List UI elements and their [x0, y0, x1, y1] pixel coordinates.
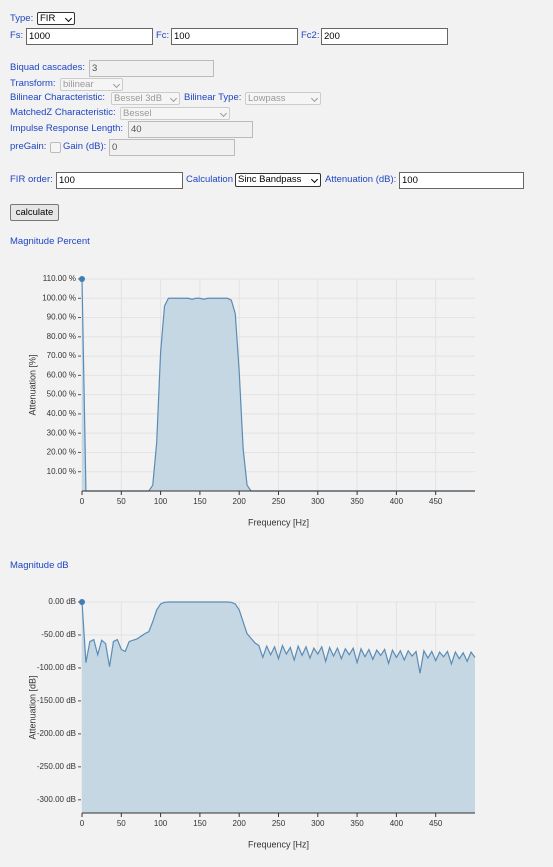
y-tick-label: -200.00 dB — [37, 729, 76, 738]
x-tick-label: 50 — [117, 819, 126, 828]
chart-title: Magnitude dB — [10, 560, 69, 571]
label: Biquad cascades: — [10, 62, 85, 73]
input[interactable]: 100 — [399, 172, 524, 189]
y-axis-label: Attenuation [dB] — [27, 675, 37, 739]
y-tick-label: 40.00 % — [47, 409, 76, 418]
select: bilinear — [60, 78, 123, 91]
x-tick-label: 350 — [350, 497, 364, 506]
checkbox[interactable] — [50, 142, 61, 153]
y-tick-label: -50.00 dB — [41, 630, 76, 639]
x-tick-label: 0 — [80, 497, 85, 506]
y-tick-label: 20.00 % — [47, 448, 76, 457]
x-tick-label: 250 — [272, 497, 286, 506]
label: Fc2: — [301, 30, 320, 41]
y-tick-label: 70.00 % — [47, 351, 76, 360]
y-tick-label: -100.00 dB — [37, 663, 76, 672]
input[interactable]: 100 — [171, 28, 298, 45]
y-tick-label: 100.00 % — [42, 293, 76, 302]
x-tick-label: 150 — [193, 819, 207, 828]
select[interactable]: FIR — [37, 12, 75, 25]
point-marker — [79, 276, 85, 282]
x-tick-label: 450 — [429, 819, 443, 828]
y-tick-label: 80.00 % — [47, 332, 76, 341]
area — [82, 279, 475, 491]
y-tick-label: 30.00 % — [47, 428, 76, 437]
label: Calculation — [186, 174, 233, 185]
input: 0 — [109, 139, 235, 156]
label: Transform: — [10, 78, 56, 89]
label: Bilinear Characteristic: — [10, 92, 106, 103]
input[interactable]: 200 — [321, 28, 448, 45]
x-axis-label: Frequency [Hz] — [248, 517, 309, 527]
x-tick-label: 350 — [350, 819, 364, 828]
y-axis-label: Attenuation [%] — [27, 354, 37, 415]
y-tick-label: 110.00 % — [43, 274, 76, 283]
line — [81, 601, 476, 674]
x-tick-label: 400 — [390, 819, 404, 828]
label: Bilinear Type: — [184, 92, 242, 103]
x-axis-label: Frequency [Hz] — [248, 839, 309, 849]
x-tick-label: 250 — [272, 819, 286, 828]
label: preGain: — [10, 141, 47, 152]
x-tick-label: 200 — [233, 819, 247, 828]
input: 3 — [89, 60, 214, 77]
input: 40 — [128, 121, 253, 138]
area — [82, 602, 475, 813]
input[interactable]: 100 — [56, 172, 183, 189]
x-tick-label: 100 — [154, 819, 168, 828]
select: Lowpass — [245, 92, 321, 105]
label: MatchedZ Characteristic: — [10, 107, 116, 118]
x-tick-label: 450 — [429, 497, 443, 506]
chart-title: Magnitude Percent — [10, 236, 90, 247]
select: Bessel — [120, 107, 230, 120]
label: Attenuation (dB): — [325, 174, 397, 185]
point-marker — [79, 599, 85, 605]
x-tick-label: 400 — [390, 497, 404, 506]
label: Impulse Response Length: — [10, 123, 124, 134]
label: FIR order: — [10, 174, 53, 185]
y-tick-label: 0.00 dB — [48, 597, 76, 606]
calculate-button[interactable]: calculate — [10, 204, 59, 221]
y-tick-label: 60.00 % — [47, 370, 76, 379]
x-tick-label: 100 — [154, 497, 168, 506]
x-tick-label: 0 — [80, 819, 85, 828]
x-tick-label: 200 — [233, 497, 247, 506]
y-tick-label: 50.00 % — [47, 390, 76, 399]
y-tick-label: -150.00 dB — [37, 696, 76, 705]
x-tick-label: 50 — [117, 497, 126, 506]
x-tick-label: 300 — [311, 819, 325, 828]
select: Bessel 3dB — [111, 92, 180, 105]
y-tick-label: 90.00 % — [47, 313, 76, 322]
select[interactable]: Sinc Bandpass — [235, 173, 321, 187]
x-tick-label: 150 — [193, 497, 207, 506]
input[interactable]: 1000 — [26, 28, 153, 45]
label: Gain (dB): — [63, 141, 107, 152]
label: Type: — [10, 13, 34, 24]
label: Fs: — [10, 30, 24, 41]
label: Fc: — [156, 30, 170, 41]
y-tick-label: 10.00 % — [47, 467, 76, 476]
y-tick-label: -250.00 dB — [37, 762, 76, 771]
x-tick-label: 300 — [311, 497, 325, 506]
y-tick-label: -300.00 dB — [37, 795, 76, 804]
